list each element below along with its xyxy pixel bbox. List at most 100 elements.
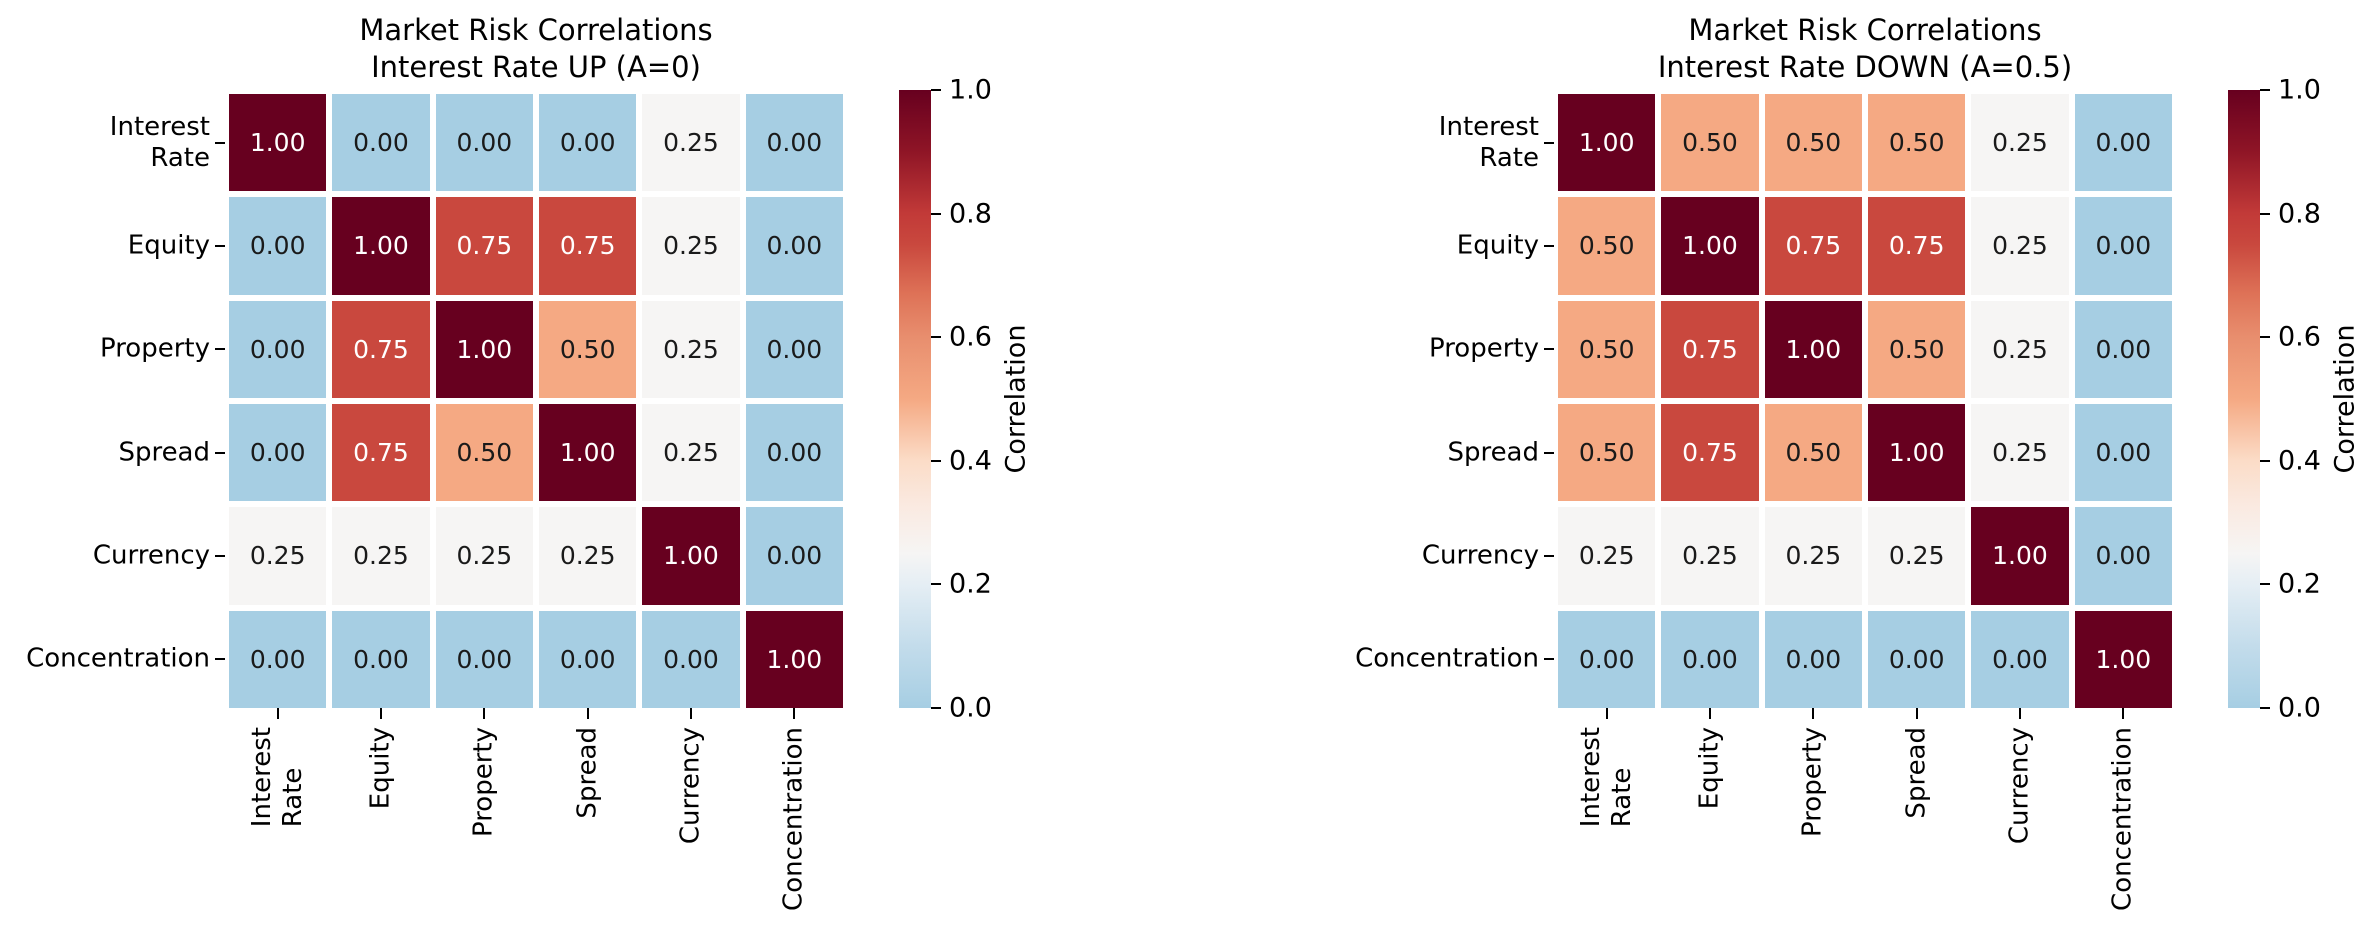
heatmap-cell: 0.00: [2074, 94, 2172, 192]
heatmap-cell: 0.00: [1661, 610, 1759, 708]
y-axis-tick: [215, 451, 225, 454]
y-axis-tick: [1544, 555, 1554, 557]
colorbar-tick-label: 0.4: [949, 445, 992, 477]
x-axis-label: Concentration: [2108, 727, 2139, 911]
heatmap-grid: 1.00 0.00 0.00 0.00 0.25 0.00 0.00 1.00 0.75 0.75…: [229, 94, 843, 708]
x-axis-label-text: Property: [1797, 727, 1828, 838]
y-axis-label: Equity: [1456, 230, 1539, 261]
heatmap-cell: 0.25: [1971, 300, 2069, 398]
heatmap-cell: 0.75: [1764, 197, 1862, 295]
y-axis-label: Interest Rate: [109, 111, 210, 173]
x-axis-label-text: Equity: [1694, 727, 1725, 810]
heatmap-cell: 1.00: [642, 507, 740, 605]
colorbar: [899, 90, 931, 708]
heatmap-cell: 0.00: [745, 507, 843, 605]
colorbar-tick: [2260, 89, 2270, 91]
heatmap-cell: 0.00: [229, 610, 327, 708]
y-axis-label: Equity: [127, 230, 210, 261]
x-axis-tick: [276, 708, 279, 719]
y-axis-tick: [1544, 141, 1554, 144]
heatmap-cell: 1.00: [1661, 197, 1759, 295]
heatmap-cell: 0.00: [539, 94, 637, 192]
y-axis-tick: [1544, 658, 1554, 661]
heatmap-cell: 0.75: [1661, 404, 1759, 502]
heatmap-cell: 0.50: [539, 300, 637, 398]
heatmap-cell: 0.25: [642, 300, 740, 398]
x-axis-label-text: Currency: [2004, 727, 2035, 845]
heatmap-cell: 0.00: [745, 404, 843, 502]
colorbar-tick-label: 0.2: [2278, 568, 2321, 600]
colorbar-tick: [931, 212, 941, 215]
y-axis-label: Interest Rate: [1438, 111, 1539, 173]
heatmap-cell: 0.25: [1764, 507, 1862, 605]
y-axis-label: Spread: [1447, 437, 1539, 468]
x-axis-label: Equity: [1695, 727, 1726, 809]
heatmap-cell: 0.25: [1971, 94, 2069, 192]
colorbar-tick: [2260, 336, 2270, 339]
heatmap-cell: 0.75: [332, 300, 430, 398]
colorbar-tick: [931, 89, 941, 91]
colorbar-tick: [2260, 212, 2270, 215]
heatmap-cell: 0.00: [332, 610, 430, 708]
y-axis-label: Property: [1428, 333, 1539, 364]
x-axis-tick: [586, 708, 589, 719]
colorbar-axis-label: Correlation: [2330, 325, 2361, 474]
heatmap-cell: 0.00: [539, 610, 637, 708]
heatmap-cell: 1.00: [435, 300, 533, 398]
chart-title-line1: Market Risk Correlations: [1688, 13, 2042, 47]
colorbar-tick: [2260, 583, 2270, 586]
heatmap-cell: 0.00: [229, 197, 327, 295]
heatmap-cell: 0.00: [435, 610, 533, 708]
heatmap-cell: 0.50: [435, 404, 533, 502]
heatmap-cell: 0.50: [1868, 94, 1966, 192]
heatmap-cell: 0.00: [642, 610, 740, 708]
heatmap-cell: 1.00: [539, 404, 637, 502]
y-axis-tick: [1544, 348, 1554, 351]
heatmap-cell: 1.00: [1868, 404, 1966, 502]
chart-title-left: Market Risk Correlations Interest Rate U…: [359, 12, 712, 86]
y-axis-tick: [215, 141, 225, 144]
heatmap-cell: 0.25: [1661, 507, 1759, 605]
x-axis-label: Spread: [1901, 727, 1932, 819]
colorbar-tick-label: 1.0: [2278, 74, 2321, 106]
x-axis-tick: [380, 708, 382, 719]
y-axis-label: Concentration: [26, 643, 210, 674]
heatmap-cell: 1.00: [332, 197, 430, 295]
x-axis-tick: [483, 708, 486, 719]
heatmap-cell: 0.25: [435, 507, 533, 605]
y-axis-label: Property: [99, 333, 210, 364]
colorbar-tick-label: 0.8: [2278, 198, 2321, 230]
x-axis-label-text: Spread: [1901, 727, 1932, 819]
heatmap-cell: 0.75: [332, 404, 430, 502]
colorbar-tick-label: 0.8: [949, 198, 992, 230]
heatmap-cell: 0.50: [1764, 404, 1862, 502]
x-axis-tick: [1709, 708, 1711, 719]
x-axis-tick: [1812, 708, 1815, 719]
heatmap-cell: 0.50: [1558, 300, 1656, 398]
y-axis-tick: [1544, 245, 1554, 247]
heatmap-cell: 0.25: [539, 507, 637, 605]
x-axis-tick: [1605, 708, 1608, 719]
heatmap-cell: 0.25: [1868, 507, 1966, 605]
heatmap-cell: 0.25: [229, 507, 327, 605]
heatmap-cell: 0.25: [642, 197, 740, 295]
y-axis-label: Currency: [92, 540, 210, 571]
x-axis-label-text: Interest Rate: [1575, 727, 1637, 828]
heatmap-cell: 0.50: [1868, 300, 1966, 398]
heatmap-cell: 1.00: [745, 610, 843, 708]
y-axis-tick: [215, 555, 225, 557]
heatmap-cell: 1.00: [1558, 94, 1656, 192]
heatmap-cell: 0.25: [642, 404, 740, 502]
colorbar-tick: [931, 707, 941, 709]
y-axis-label: Spread: [118, 437, 210, 468]
chart-title-line2: Interest Rate DOWN (A=0.5): [1657, 50, 2073, 84]
colorbar-axis-label-text: Correlation: [2329, 324, 2361, 474]
x-axis-tick: [2019, 708, 2021, 719]
heatmap-cell: 0.00: [745, 94, 843, 192]
colorbar-tick-label: 0.2: [949, 568, 992, 600]
y-axis-tick: [215, 348, 225, 351]
colorbar-tick: [931, 336, 941, 339]
heatmap-cell: 0.00: [229, 300, 327, 398]
